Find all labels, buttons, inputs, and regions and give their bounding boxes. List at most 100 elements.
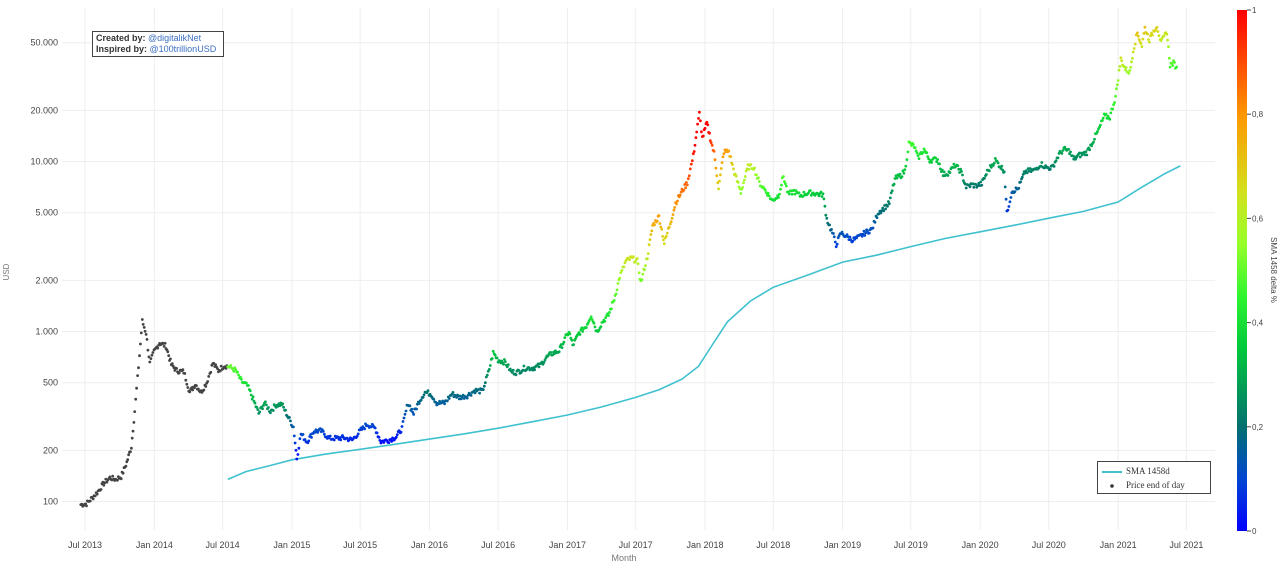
price-point [692,150,696,153]
price-point [670,216,674,220]
line-swatch-icon [1102,470,1122,473]
price-point [658,222,662,225]
price-point [1048,167,1052,171]
price-point [188,390,192,394]
price-point [282,405,285,409]
price-point [809,189,812,192]
x-tick-label: Jul 2015 [343,540,377,550]
price-point [935,160,938,164]
price-point [603,319,607,323]
price-point [487,368,491,371]
x-tick-label: Jul 2017 [619,540,653,550]
price-point [736,180,740,184]
price-point [255,406,259,409]
price-point [763,188,767,192]
price-point [345,436,349,440]
price-point [592,321,596,325]
price-point [574,337,577,341]
price-point [822,197,826,201]
colorbar-tick-label: 0,6 [1252,214,1264,223]
price-point [722,152,726,156]
price-point [650,229,654,233]
price-point [245,381,248,385]
price-point [557,350,561,354]
price-point [104,477,108,481]
price-point [962,179,965,183]
price-point [1040,161,1044,164]
price-point [676,199,679,203]
price-point [637,271,641,275]
price-point [143,329,147,333]
price-point [687,174,691,178]
price-point [961,173,964,177]
price-point [1127,72,1131,75]
credit-box: Created by: @digitalikNet Inspired by: @… [92,31,224,57]
price-point [1167,45,1170,49]
price-point [873,220,877,224]
price-point [646,257,649,261]
price-point [397,429,401,432]
price-point [700,130,703,134]
x-tick-label: Jan 2016 [411,540,448,550]
price-point [714,166,718,170]
price-point [332,438,336,442]
price-point [720,161,724,165]
price-point [473,391,477,395]
price-point [683,183,687,186]
price-point [887,200,890,203]
price-point [432,397,436,401]
price-point [619,271,623,274]
price-point [623,261,627,265]
legend-item-sma[interactable]: SMA 1458d [1102,465,1170,477]
y-tick-label: 20.000 [30,105,58,115]
price-point [669,220,673,224]
price-point [124,464,128,468]
price-point [183,372,187,375]
price-point [517,369,521,372]
price-point [662,238,665,242]
price-point [248,389,252,393]
price-point [303,438,307,441]
price-point [972,185,976,189]
price-point [628,258,631,262]
price-point [635,257,639,260]
price-point [871,226,875,230]
price-point [503,360,507,363]
price-point [890,189,894,193]
price-point [921,151,925,154]
price-point [133,410,137,413]
price-point [747,167,751,171]
price-point [851,239,855,243]
price-point [162,345,166,348]
price-point [913,146,917,150]
created-by-link[interactable]: @digitalikNet [148,33,202,43]
price-point [1115,83,1119,87]
price-point [209,370,213,374]
price-point [1173,61,1176,64]
price-point [231,367,235,371]
price-point [185,382,189,386]
price-point [1003,185,1007,189]
price-point [93,494,97,498]
price-point [1175,65,1178,69]
price-point [562,340,566,344]
price-point [717,187,720,191]
legend-item-price[interactable]: Price end of day [1102,479,1185,491]
price-point [715,174,719,178]
price-point [296,453,300,456]
price-point [875,216,879,220]
price-point [147,355,151,359]
price-point [993,157,997,160]
colorbar-tick-label: 0,4 [1252,319,1264,328]
price-point [206,380,210,383]
price-point [1114,94,1117,98]
price-point [186,386,190,389]
legend: SMA 1458d Price end of day [1097,461,1211,494]
dot-swatch-icon [1110,484,1114,488]
price-point [99,488,103,491]
inspired-by-link[interactable]: @100trillionUSD [149,44,217,54]
price-point [648,238,652,242]
price-point [593,325,597,329]
price-point [400,425,404,428]
legend-price-label: Price end of day [1126,480,1185,490]
